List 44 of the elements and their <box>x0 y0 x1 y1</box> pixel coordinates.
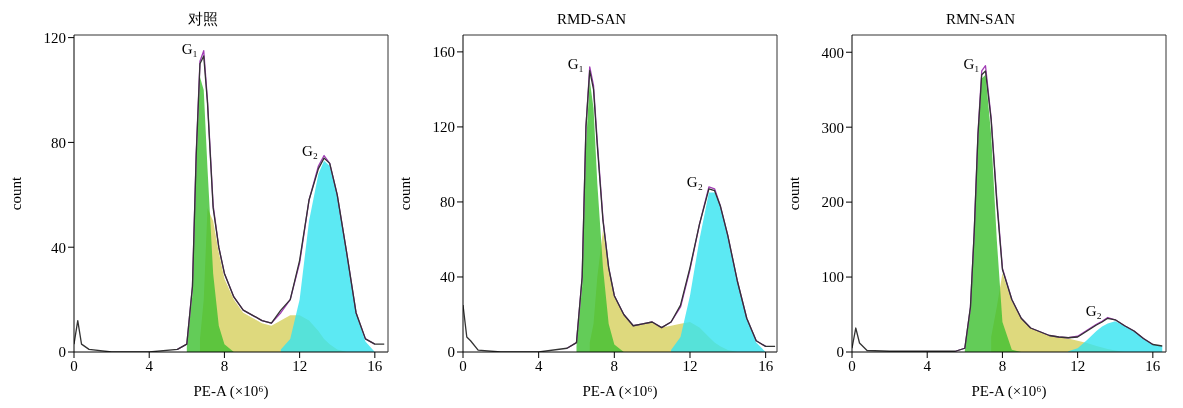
x-tick-label: 0 <box>848 357 856 374</box>
x-tick-label: 4 <box>534 357 543 374</box>
x-tick-label: 12 <box>682 357 698 374</box>
y-tick-label: 0 <box>836 344 844 361</box>
annotation: G₂ <box>1085 303 1102 320</box>
y-tick-label: 120 <box>432 119 455 136</box>
x-tick-label: 16 <box>367 357 383 374</box>
annotation: G₁ <box>567 55 584 72</box>
x-tick-label: 0 <box>70 357 78 374</box>
x-tick-label: 16 <box>1145 357 1161 374</box>
x-axis-title: PE-A (×10⁶) <box>971 383 1047 400</box>
y-axis-title: count <box>397 176 414 211</box>
y-tick-label: 400 <box>821 44 844 61</box>
x-tick-label: 12 <box>1070 357 1086 374</box>
y-tick-label: 40 <box>51 239 66 256</box>
annotation: G₁ <box>963 55 980 72</box>
x-tick-label: 4 <box>923 357 932 374</box>
y-tick-label: 300 <box>821 119 844 136</box>
x-axis-title: PE-A (×10⁶) <box>582 383 658 400</box>
y-tick-label: 40 <box>440 269 455 286</box>
x-tick-label: 12 <box>292 357 308 374</box>
y-tick-label: 160 <box>432 44 455 61</box>
annotation: G₂ <box>302 143 319 160</box>
x-axis-title: PE-A (×10⁶) <box>193 383 269 400</box>
x-tick-label: 8 <box>610 357 619 374</box>
y-tick-label: 0 <box>447 344 455 361</box>
y-tick-label: 100 <box>821 269 844 286</box>
y-tick-label: 120 <box>43 29 66 46</box>
y-axis-title: count <box>786 176 803 211</box>
chart-title: 对照 <box>186 10 219 29</box>
x-tick-label: 0 <box>459 357 467 374</box>
x-tick-label: 4 <box>145 357 154 374</box>
x-tick-label: 16 <box>758 357 774 374</box>
y-tick-label: 0 <box>58 344 66 361</box>
chart-title: RMD-SAN <box>555 10 628 29</box>
chart-title: RMN-SAN <box>944 10 1017 29</box>
annotation: G₁ <box>181 40 198 57</box>
y-tick-label: 200 <box>821 194 844 211</box>
annotation: G₂ <box>686 173 703 190</box>
x-tick-label: 8 <box>220 357 229 374</box>
y-tick-label: 80 <box>440 194 455 211</box>
y-axis-title: count <box>8 176 25 211</box>
y-tick-label: 80 <box>51 134 66 151</box>
x-tick-label: 8 <box>998 357 1007 374</box>
